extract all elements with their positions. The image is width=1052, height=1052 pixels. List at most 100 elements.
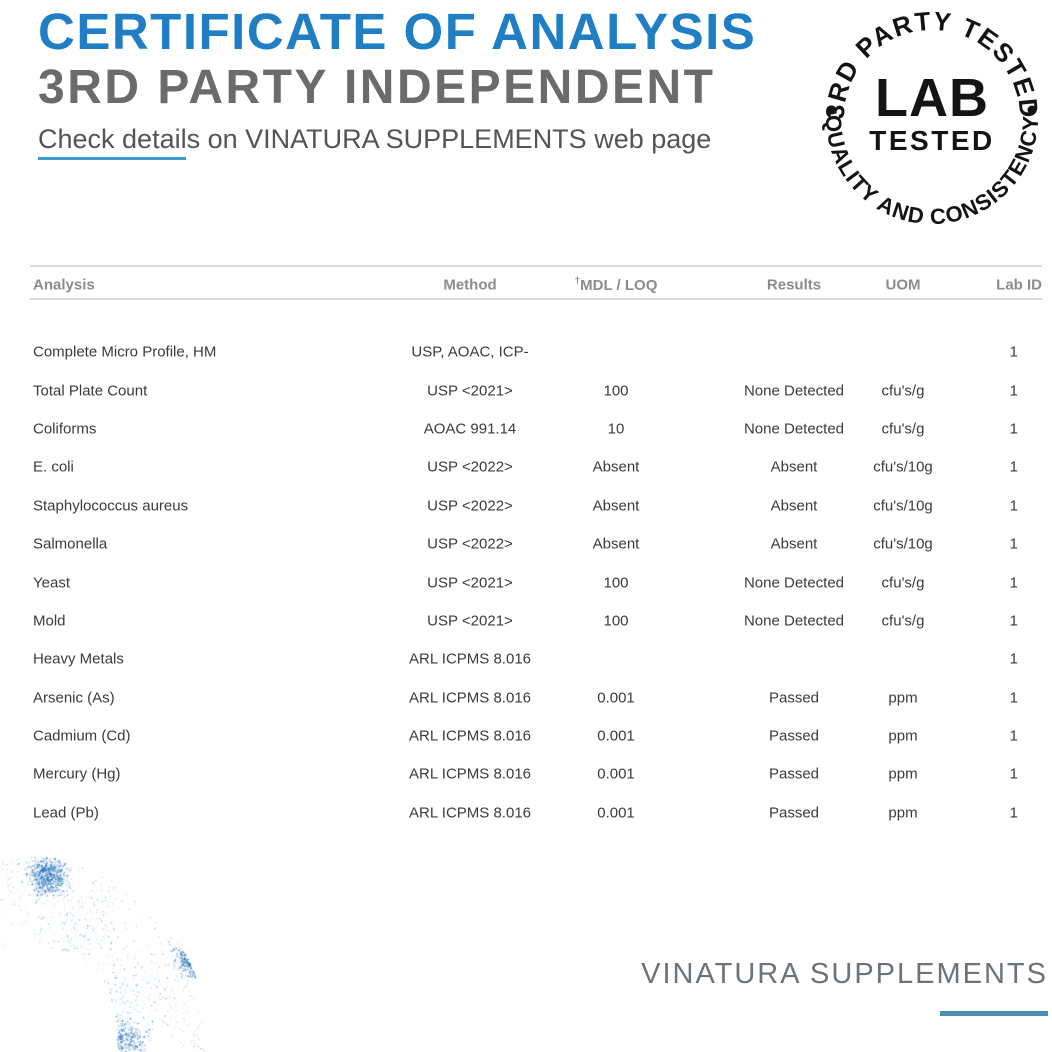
- badge-lab-text: LAB: [875, 68, 989, 128]
- page-subtitle: 3RD PARTY INDEPENDENT: [38, 61, 716, 114]
- cell-results: None Detected: [743, 574, 845, 592]
- cell-lab-id: 1: [1009, 650, 1018, 668]
- cell-analysis: Heavy Metals: [33, 650, 124, 668]
- cell-analysis: Coliforms: [33, 420, 97, 438]
- cell-uom: ppm: [888, 727, 918, 745]
- cell-mdl: 0.001: [597, 765, 635, 783]
- cell-uom: cfu's/g: [881, 574, 925, 592]
- table-row: Yeast USP <2021> 100 None Detected cfu's/g 1: [30, 563, 1042, 601]
- check-details-underline: [38, 157, 186, 160]
- table-top-border: [30, 265, 1042, 267]
- cell-results: None Detected: [743, 382, 845, 400]
- cell-analysis: Total Plate Count: [33, 382, 148, 400]
- table-row: Arsenic (As) ARL ICPMS 8.016 0.001 Passed pp…: [30, 679, 1042, 717]
- table-row: Coliforms AOAC 991.14 10 None Detected cfu's…: [30, 410, 1042, 448]
- cell-analysis: Staphylococcus aureus: [33, 497, 189, 515]
- cell-results: Absent: [770, 535, 818, 553]
- check-details-link[interactable]: Check details on VINATURA SUPPLEMENTS we…: [38, 124, 712, 154]
- cell-method: AOAC 991.14: [423, 420, 517, 438]
- lab-tested-badge: 3RD PARTY TESTED LAB TESTED QUALITY AND …: [820, 6, 1043, 230]
- cell-uom: cfu's/g: [881, 420, 925, 438]
- dagger-symbol: †: [574, 276, 581, 287]
- cell-lab-id: 1: [1009, 343, 1018, 361]
- cell-analysis: Arsenic (As): [33, 689, 115, 707]
- cell-method: USP <2022>: [427, 458, 513, 476]
- cell-method: ARL ICPMS 8.016: [409, 765, 531, 783]
- cell-method: USP <2021>: [427, 382, 513, 400]
- cell-results: Passed: [768, 804, 820, 822]
- table-row: Cadmium (Cd) ARL ICPMS 8.016 0.001 Passed pp…: [30, 717, 1042, 755]
- badge-dot-left: [827, 105, 837, 115]
- table-row: E. coli USP <2022> Absent Absent cfu's/10g 1: [30, 448, 1042, 486]
- cell-results: None Detected: [743, 420, 845, 438]
- table-row: Total Plate Count USP <2021> 100 None Detec…: [30, 371, 1042, 409]
- cell-lab-id: 1: [1009, 382, 1018, 400]
- table-row: Lead (Pb) ARL ICPMS 8.016 0.001 Passed ppm 1: [30, 794, 1042, 832]
- cell-analysis: Yeast: [33, 574, 70, 592]
- cell-lab-id: 1: [1009, 574, 1018, 592]
- cell-analysis: Lead (Pb): [33, 804, 99, 822]
- cell-mdl: 10: [607, 420, 625, 438]
- brand-name: VINATURA SUPPLEMENTS: [641, 958, 1048, 990]
- cell-uom: cfu's/g: [881, 612, 925, 630]
- cell-results: Passed: [768, 689, 820, 707]
- table-header-border: [30, 298, 1042, 300]
- cell-mdl: 100: [603, 382, 629, 400]
- cell-uom: ppm: [888, 689, 918, 707]
- cell-method: USP <2021>: [427, 574, 513, 592]
- table-row: Salmonella USP <2022> Absent Absent cfu's/10…: [30, 525, 1042, 563]
- table-row: Mold USP <2021> 100 None Detected cfu's/g 1: [30, 602, 1042, 640]
- cell-analysis: Complete Micro Profile, HM: [33, 343, 217, 361]
- cell-results: Absent: [770, 458, 818, 476]
- cell-mdl: Absent: [592, 535, 640, 553]
- cell-analysis: Mold: [33, 612, 66, 630]
- page-title: CERTIFICATE OF ANALYSIS: [38, 3, 757, 60]
- table-row: Heavy Metals ARL ICPMS 8.016 1: [30, 640, 1042, 678]
- cell-results: Passed: [768, 765, 820, 783]
- cell-analysis: Mercury (Hg): [33, 765, 121, 783]
- cell-method: ARL ICPMS 8.016: [409, 689, 531, 707]
- cell-lab-id: 1: [1009, 804, 1018, 822]
- table-header-row: Analysis Method †MDL / LOQ Results UOM L…: [30, 272, 1042, 298]
- cell-lab-id: 1: [1009, 765, 1018, 783]
- column-header-mdl-loq: †MDL / LOQ: [575, 276, 658, 294]
- table-row: Staphylococcus aureus USP <2022> Absent Abs…: [30, 487, 1042, 525]
- cell-mdl: 0.001: [597, 804, 635, 822]
- cell-results: Passed: [768, 727, 820, 745]
- cell-uom: ppm: [888, 804, 918, 822]
- cell-uom: cfu's/10g: [873, 497, 933, 515]
- cell-method: USP <2022>: [427, 497, 513, 515]
- cell-method: USP, AOAC, ICP-: [411, 343, 529, 361]
- column-header-lab-id: Lab ID: [996, 276, 1042, 294]
- cell-lab-id: 1: [1009, 689, 1018, 707]
- column-header-uom: UOM: [885, 276, 921, 294]
- cell-lab-id: 1: [1009, 727, 1018, 745]
- column-header-mdl-label: MDL / LOQ: [580, 277, 658, 294]
- brand-underline: [940, 1011, 1048, 1016]
- cell-results: Absent: [770, 497, 818, 515]
- cell-analysis: E. coli: [33, 458, 74, 476]
- cell-mdl: 100: [603, 574, 629, 592]
- cell-lab-id: 1: [1009, 458, 1018, 476]
- cell-uom: cfu's/10g: [873, 535, 933, 553]
- column-header-results: Results: [766, 276, 822, 294]
- cell-method: USP <2022>: [427, 535, 513, 553]
- cell-uom: ppm: [888, 765, 918, 783]
- cell-mdl: 0.001: [597, 727, 635, 745]
- cell-mdl: 0.001: [597, 689, 635, 707]
- table-row: Complete Micro Profile, HM USP, AOAC, ICP…: [30, 333, 1042, 371]
- cell-mdl: Absent: [592, 497, 640, 515]
- cell-method: ARL ICPMS 8.016: [409, 650, 531, 668]
- column-header-analysis: Analysis: [33, 276, 95, 294]
- cell-method: USP <2021>: [427, 612, 513, 630]
- cell-uom: cfu's/10g: [873, 458, 933, 476]
- cell-mdl: Absent: [592, 458, 640, 476]
- cell-method: ARL ICPMS 8.016: [409, 804, 531, 822]
- column-header-method: Method: [443, 276, 497, 294]
- cell-lab-id: 1: [1009, 420, 1018, 438]
- badge-tested-text: TESTED: [869, 125, 994, 156]
- cell-analysis: Cadmium (Cd): [33, 727, 131, 745]
- cell-mdl: 100: [603, 612, 629, 630]
- cell-results: None Detected: [743, 612, 845, 630]
